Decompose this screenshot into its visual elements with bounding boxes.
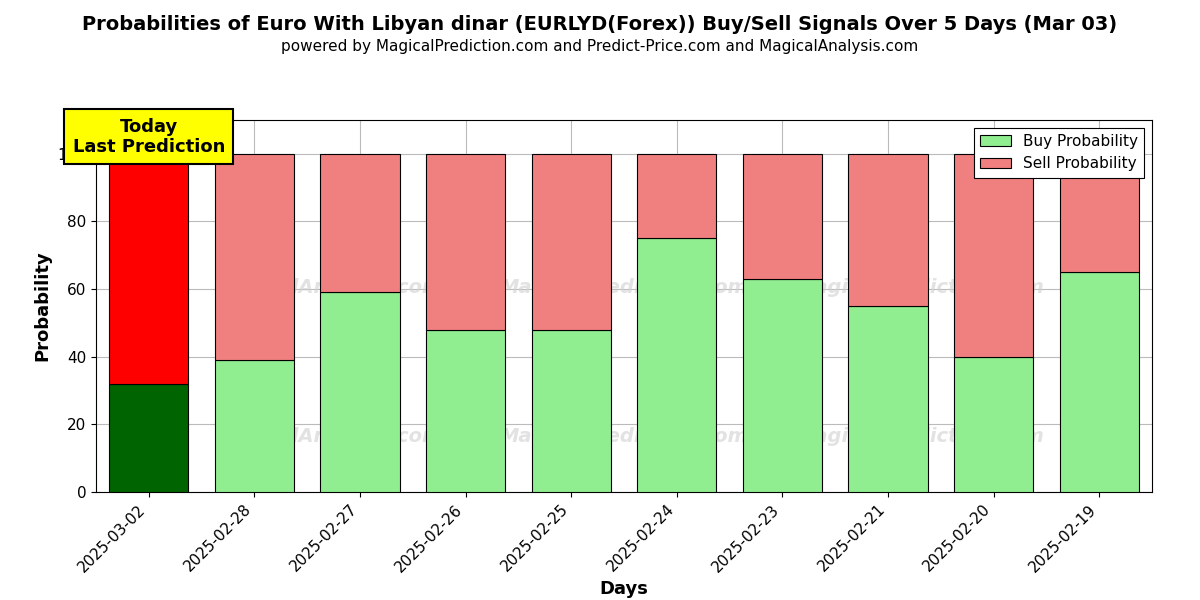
Text: MagicalAnalysis.com: MagicalAnalysis.com [214,278,443,297]
Bar [743,154,822,279]
Text: MagicalPrediction.com: MagicalPrediction.com [796,427,1044,446]
Bar [1060,154,1139,272]
Bar [954,357,1033,492]
Bar [637,238,716,492]
Bar [426,154,505,329]
Bar [532,154,611,329]
Bar [320,292,400,492]
Bar [637,154,716,238]
Bar [320,154,400,292]
Text: powered by MagicalPrediction.com and Predict-Price.com and MagicalAnalysis.com: powered by MagicalPrediction.com and Pre… [281,39,919,54]
Text: MagicalAnalysis.com: MagicalAnalysis.com [214,427,443,446]
Text: Today
Last Prediction: Today Last Prediction [73,118,224,157]
Legend: Buy Probability, Sell Probability: Buy Probability, Sell Probability [974,128,1145,178]
Text: MagicalPrediction.com: MagicalPrediction.com [499,278,749,297]
Text: MagicalPrediction.com: MagicalPrediction.com [796,278,1044,297]
Bar [109,384,188,492]
Bar [848,154,928,306]
Bar [426,329,505,492]
Bar [954,154,1033,357]
X-axis label: Days: Days [600,580,648,598]
Bar [215,360,294,492]
Text: Probabilities of Euro With Libyan dinar (EURLYD(Forex)) Buy/Sell Signals Over 5 : Probabilities of Euro With Libyan dinar … [83,15,1117,34]
Bar [1060,272,1139,492]
Bar [532,329,611,492]
Bar [743,279,822,492]
Bar [109,154,188,384]
Y-axis label: Probability: Probability [34,251,52,361]
Bar [215,154,294,360]
Bar [848,306,928,492]
Text: MagicalPrediction.com: MagicalPrediction.com [499,427,749,446]
